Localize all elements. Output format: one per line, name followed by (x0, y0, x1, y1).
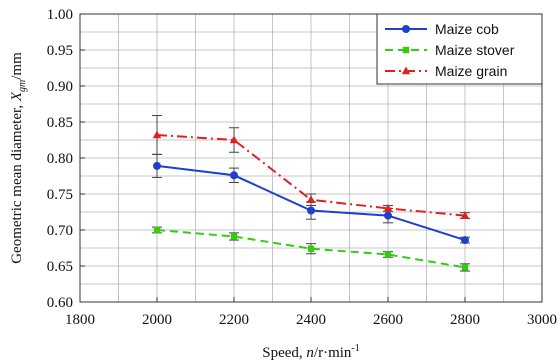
legend-label: Maize stover (435, 42, 515, 58)
data-point (230, 171, 238, 180)
data-point (402, 25, 410, 33)
series-maize-stover (152, 226, 470, 272)
x-axis-label: Speed, n/r·min-1 (262, 343, 360, 361)
data-point (383, 203, 393, 212)
data-point (152, 130, 162, 139)
data-point (153, 226, 161, 234)
data-point (461, 264, 469, 271)
series-layer (152, 115, 470, 272)
y-tick-label: 0.95 (47, 43, 73, 59)
data-point (307, 245, 315, 252)
data-point (229, 135, 239, 144)
x-tick-label: 2800 (450, 312, 480, 328)
x-tick-label: 3000 (527, 312, 557, 328)
data-point (461, 236, 469, 245)
y-tick-label: 0.80 (47, 151, 73, 167)
data-point (230, 233, 238, 240)
series-maize-grain (152, 115, 470, 219)
data-point (460, 211, 470, 219)
data-point (306, 195, 316, 204)
data-point (401, 66, 411, 75)
data-point (153, 161, 161, 170)
data-point (384, 211, 392, 220)
y-tick-label: 0.60 (47, 295, 73, 311)
data-point (384, 251, 392, 258)
x-tick-label: 2600 (373, 312, 403, 328)
data-point (307, 206, 315, 215)
tick-labels: 1800 2000 2200 2400 2600 2800 3000 0.60 0.65 0.70… (47, 7, 557, 328)
series-maize-cob (152, 153, 470, 245)
y-tick-label: 0.85 (47, 115, 73, 131)
x-tick-label: 2200 (219, 312, 249, 328)
x-tick-label: 2000 (142, 312, 172, 328)
legend: Maize cob Maize stover Maize grain (376, 13, 543, 85)
y-tick-label: 1.00 (47, 7, 73, 23)
y-tick-label: 0.70 (47, 223, 73, 239)
data-point (402, 46, 410, 54)
y-tick-label: 0.90 (47, 79, 73, 95)
legend-label: Maize cob (435, 21, 499, 37)
y-tick-label: 0.65 (47, 259, 73, 275)
y-tick-label: 0.75 (47, 187, 73, 203)
y-axis-label: Geometric mean diameter, Xgm/mm (9, 52, 28, 264)
x-tick-label: 1800 (65, 312, 95, 328)
x-tick-label: 2400 (296, 312, 326, 328)
legend-label: Maize grain (435, 63, 507, 79)
